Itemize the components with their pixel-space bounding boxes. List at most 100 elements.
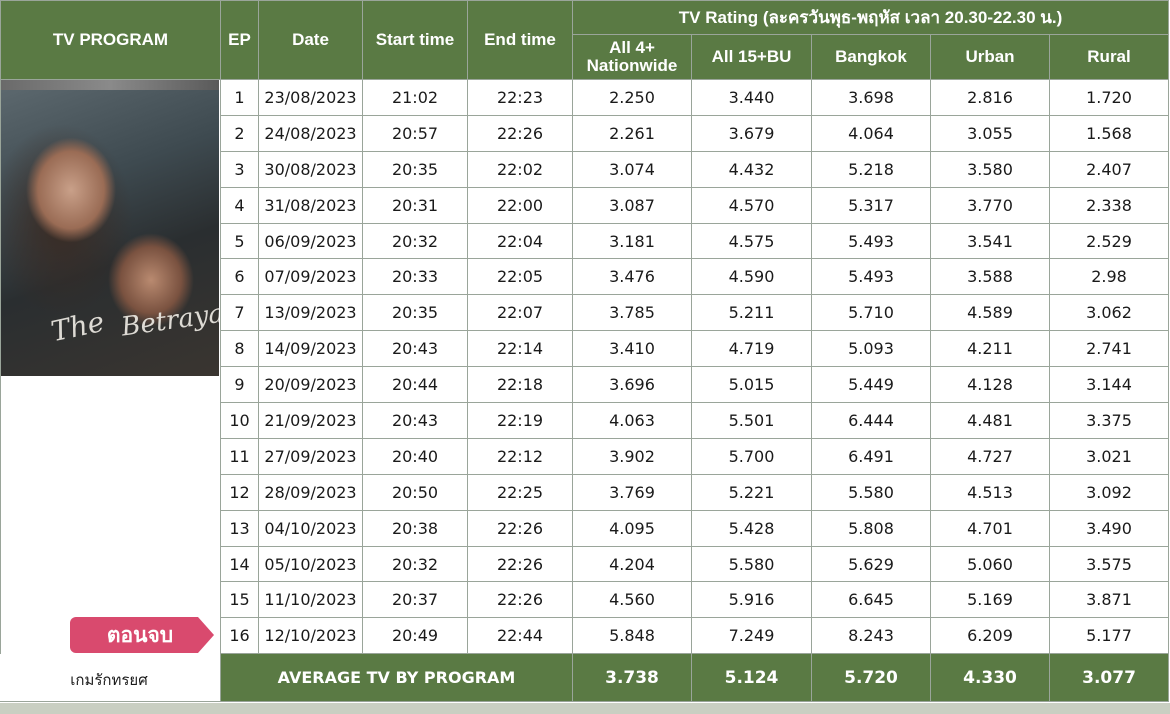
all4-cell: 4.063 <box>572 402 692 439</box>
rural-cell: 2.741 <box>1048 330 1170 368</box>
end-time-cell: 22:07 <box>467 294 573 332</box>
all4-cell: 3.181 <box>572 222 692 260</box>
rural-cell: 5.177 <box>1048 617 1170 655</box>
all15-cell: 5.211 <box>691 294 812 332</box>
drama-poster: The Betrayal <box>1 80 219 376</box>
average-all4: 3.738 <box>572 653 692 703</box>
date-cell: 11/10/2023 <box>258 581 363 619</box>
urban-cell: 3.580 <box>930 150 1050 188</box>
bangkok-cell: 5.493 <box>811 222 931 260</box>
end-time-cell: 22:04 <box>467 222 573 260</box>
start-time-cell: 20:40 <box>362 437 468 475</box>
start-time-cell: 20:50 <box>362 473 468 511</box>
header-all4-nationwide: All 4+ Nationwide <box>572 34 692 80</box>
all15-cell: 5.221 <box>691 473 812 511</box>
header-program: TV PROGRAM <box>0 0 221 80</box>
end-time-cell: 22:26 <box>467 509 573 547</box>
urban-cell: 3.588 <box>930 258 1050 296</box>
all15-cell: 4.432 <box>691 150 812 188</box>
urban-cell: 4.128 <box>930 366 1050 404</box>
end-time-cell: 22:26 <box>467 581 573 619</box>
bangkok-cell: 4.064 <box>811 114 931 152</box>
header-end-time: End time <box>467 0 573 80</box>
ep-cell: 13 <box>220 509 259 547</box>
start-time-cell: 20:32 <box>362 545 468 583</box>
finale-tag: ตอนจบ <box>70 617 216 653</box>
table-row: 15 11/10/2023 20:37 22:26 4.560 5.916 6.645 5.1… <box>1 581 1170 619</box>
all4-cell: 3.902 <box>572 437 692 475</box>
end-time-cell: 22:19 <box>467 402 573 439</box>
poster-title-a: The <box>48 304 108 349</box>
ep-cell: 1 <box>220 79 259 116</box>
all4-cell: 4.204 <box>572 545 692 583</box>
ep-cell: 2 <box>220 114 259 152</box>
header-rural: Rural <box>1048 34 1170 80</box>
date-cell: 23/08/2023 <box>258 79 363 116</box>
end-time-cell: 22:44 <box>467 617 573 655</box>
end-time-cell: 22:23 <box>467 79 573 116</box>
finale-label: ตอนจบ <box>106 623 174 647</box>
urban-cell: 4.589 <box>930 294 1050 332</box>
table-row: 16 12/10/2023 20:49 22:44 5.848 7.249 8.243 6.2… <box>1 617 1170 655</box>
all15-cell: 7.249 <box>691 617 812 655</box>
table-row: 12 28/09/2023 20:50 22:25 3.769 5.221 5.580 4.5… <box>1 473 1170 511</box>
end-time-cell: 22:12 <box>467 437 573 475</box>
all15-cell: 3.440 <box>691 79 812 116</box>
urban-cell: 4.727 <box>930 437 1050 475</box>
all4-cell: 3.696 <box>572 366 692 404</box>
end-time-cell: 22:26 <box>467 114 573 152</box>
start-time-cell: 20:43 <box>362 402 468 439</box>
bangkok-cell: 5.449 <box>811 366 931 404</box>
bangkok-cell: 6.491 <box>811 437 931 475</box>
all15-cell: 3.679 <box>691 114 812 152</box>
urban-cell: 4.701 <box>930 509 1050 547</box>
start-time-cell: 20:35 <box>362 294 468 332</box>
all15-cell: 5.700 <box>691 437 812 475</box>
urban-cell: 4.481 <box>930 402 1050 439</box>
header-bangkok: Bangkok <box>811 34 931 80</box>
end-time-cell: 22:26 <box>467 545 573 583</box>
table-row: 10 21/09/2023 20:43 22:19 4.063 5.501 6.444 4.4… <box>1 402 1170 439</box>
start-time-cell: 20:57 <box>362 114 468 152</box>
date-cell: 12/10/2023 <box>258 617 363 655</box>
start-time-cell: 20:35 <box>362 150 468 188</box>
all4-cell: 3.476 <box>572 258 692 296</box>
rural-cell: 2.98 <box>1048 258 1170 296</box>
table-row: 13 04/10/2023 20:38 22:26 4.095 5.428 5.808 4.7… <box>1 509 1170 547</box>
finale-arrow-icon <box>198 617 214 653</box>
rural-cell: 3.062 <box>1048 294 1170 332</box>
bangkok-cell: 5.710 <box>811 294 931 332</box>
date-cell: 31/08/2023 <box>258 186 363 224</box>
ep-cell: 12 <box>220 473 259 511</box>
bangkok-cell: 5.218 <box>811 150 931 188</box>
rural-cell: 3.871 <box>1048 581 1170 619</box>
poster-title-b: Betrayal <box>119 297 219 343</box>
ep-cell: 9 <box>220 366 259 404</box>
ep-cell: 14 <box>220 545 259 583</box>
all4-cell: 3.087 <box>572 186 692 224</box>
all4-cell: 4.560 <box>572 581 692 619</box>
urban-cell: 2.816 <box>930 79 1050 116</box>
date-cell: 13/09/2023 <box>258 294 363 332</box>
end-time-cell: 22:05 <box>467 258 573 296</box>
rural-cell: 3.021 <box>1048 437 1170 475</box>
all15-cell: 5.428 <box>691 509 812 547</box>
date-cell: 14/09/2023 <box>258 330 363 368</box>
average-urban: 4.330 <box>930 653 1050 703</box>
ep-cell: 11 <box>220 437 259 475</box>
bottom-strip <box>0 703 1170 714</box>
ep-cell: 4 <box>220 186 259 224</box>
ep-cell: 7 <box>220 294 259 332</box>
end-time-cell: 22:14 <box>467 330 573 368</box>
bangkok-cell: 5.493 <box>811 258 931 296</box>
all4-cell: 3.074 <box>572 150 692 188</box>
all4-cell: 2.261 <box>572 114 692 152</box>
all15-cell: 5.015 <box>691 366 812 404</box>
urban-cell: 3.055 <box>930 114 1050 152</box>
start-time-cell: 20:37 <box>362 581 468 619</box>
bangkok-cell: 6.444 <box>811 402 931 439</box>
rural-cell: 3.375 <box>1048 402 1170 439</box>
urban-cell: 4.211 <box>930 330 1050 368</box>
ep-cell: 6 <box>220 258 259 296</box>
